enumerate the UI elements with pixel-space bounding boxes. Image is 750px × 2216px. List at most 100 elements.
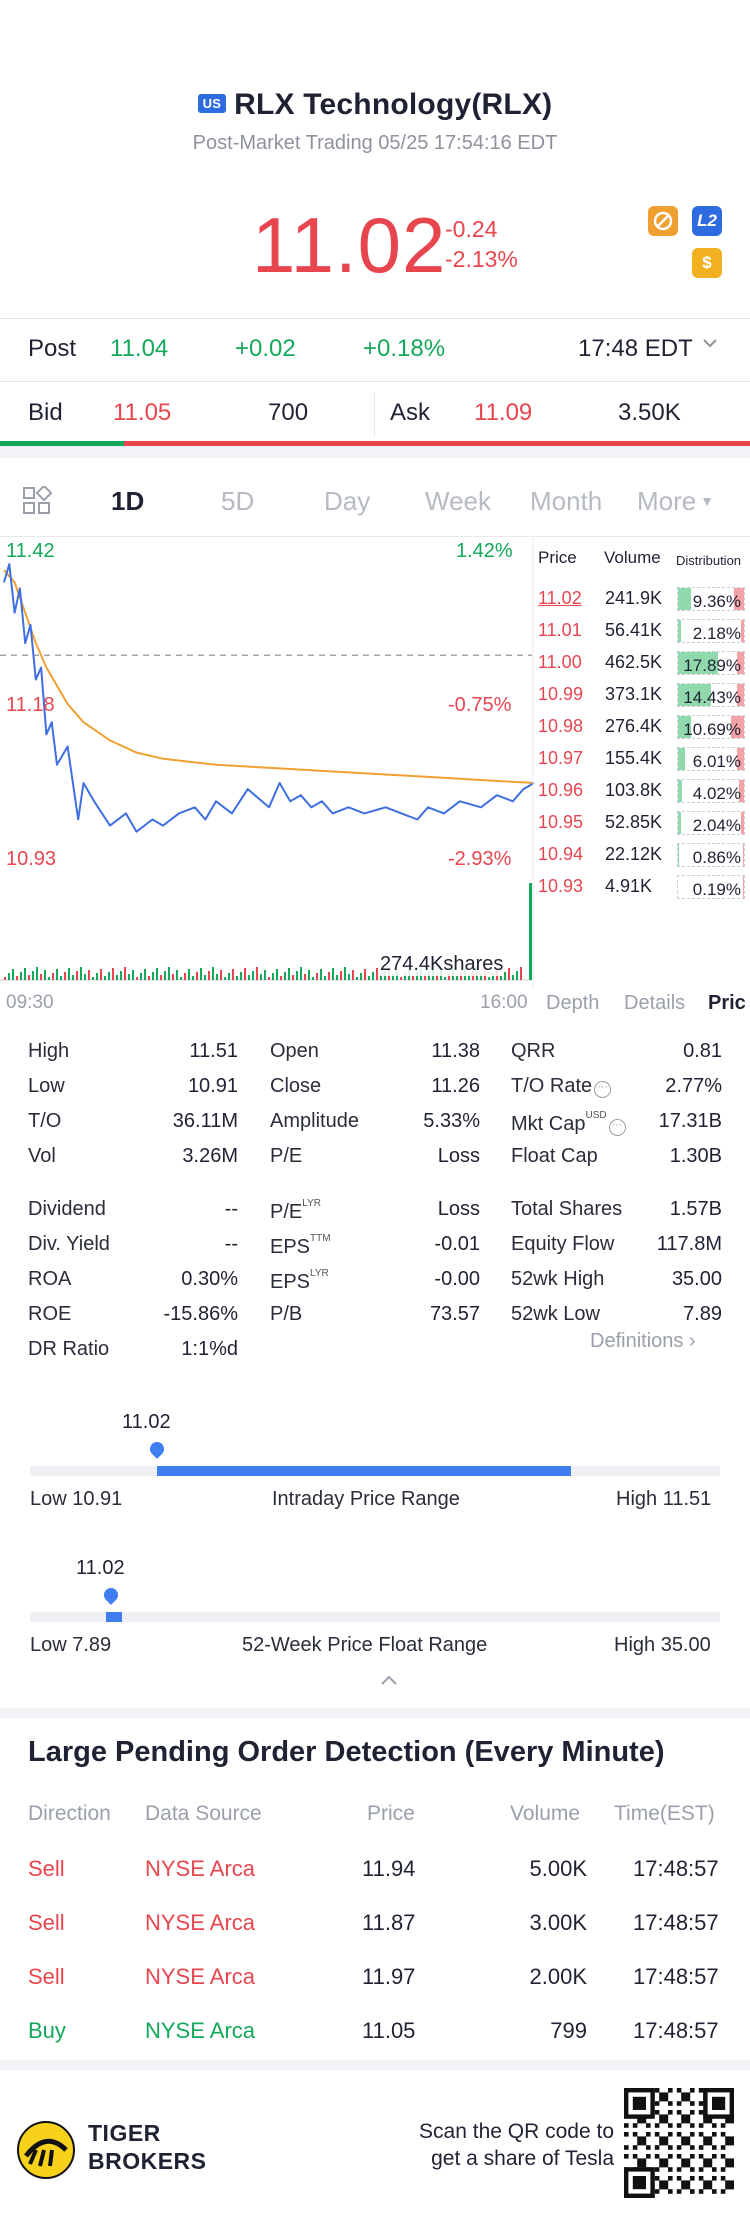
definitions-link[interactable]: Definitions › [590,1330,696,1353]
stat-p-e: P/ELYR Loss [270,1198,480,1228]
stat-label: Close [270,1075,321,1098]
volume-bar [52,973,54,980]
stat-value: 2.77% [665,1075,722,1097]
intraday-title: Intraday Price Range [272,1488,460,1510]
stat-p-b: P/B 73.57 [270,1303,480,1333]
post-change: +0.02 [235,335,296,362]
tab-depth[interactable]: Depth [546,992,600,1014]
orderbook-row: 10.97 155.4K 6.01% [535,744,750,776]
volume-bar [136,977,138,980]
stat-roa: ROA 0.30% [28,1268,238,1298]
volume-bar [492,973,494,980]
ob-buy-fill [678,716,691,738]
stat-open: Open 11.38 [270,1040,480,1070]
qr-code-icon[interactable] [624,2088,734,2198]
volume-bar [508,968,510,980]
stat-label-text: Dividend [28,1198,106,1220]
stat-float-cap: Float Cap 1.30B [511,1145,722,1175]
tab-more-label: More [637,486,697,516]
stat-label-text: P/E [270,1201,303,1223]
ask-size: 3.50K [618,399,681,426]
week52-range-track [30,1612,720,1622]
post-time: 17:48 EDT [578,335,693,362]
stat-equity-flow: Equity Flow 117.8M [511,1233,722,1263]
l2-icon[interactable]: L2 [692,206,722,236]
ob-distribution-value: 10.69% [683,720,741,739]
volume-bar [412,976,414,980]
cta-line1: Scan the QR code to [419,2120,614,2143]
volume-bar [8,973,10,980]
volume-bar [188,969,190,980]
volume-bar [112,968,114,980]
info-icon[interactable]: ⋯ [608,1119,626,1136]
dollar-icon[interactable]: $ [692,248,722,278]
tab-more[interactable]: More ▼ [637,486,714,517]
volume-bar [72,975,74,980]
stat-label: P/ELYR [270,1198,321,1224]
stat-label: Total Shares [511,1198,622,1221]
volume-bar [228,973,230,980]
stat-52wk-low: 52wk Low 7.89 [511,1303,722,1333]
stat-label: 52wk High [511,1268,604,1291]
volume-bar [224,977,226,980]
stat-value: -- [224,1198,238,1220]
post-market-row[interactable]: Post 11.04 +0.02 +0.18% 17:48 EDT [0,318,750,380]
po-volume: 5.00K [529,1856,588,1881]
volume-bar [44,970,46,980]
stat-label: ROA [28,1268,71,1291]
bid-volume-bar [0,441,124,446]
tab-details[interactable]: Details [624,992,686,1014]
collapse-icon[interactable] [377,1672,401,1693]
tab-5d[interactable]: 5D [221,486,255,516]
tab-week[interactable]: Week [425,486,491,516]
intraday-chart[interactable] [0,538,535,988]
stat-label-text: Low [28,1075,65,1097]
volume-bar [108,972,110,980]
orderbook-row: 11.01 56.41K 2.18% [535,616,750,648]
ob-price: 10.96 [538,780,584,800]
intraday-current: 11.02 [122,1411,171,1433]
cta-line2: get a share of Tesla [431,2147,614,2170]
pct-label-top: 1.42% [456,540,513,562]
tab-1d[interactable]: 1D [111,486,145,516]
tab-day[interactable]: Day [324,486,371,516]
volume-bar [416,972,418,980]
info-icon[interactable]: ⋯ [594,1081,612,1098]
stat-value: 7.89 [683,1303,722,1325]
no-short-icon[interactable] [648,206,678,236]
stat-close: Close 11.26 [270,1075,480,1105]
series-line-average [3,569,535,784]
ob-distribution-value: 14.43% [683,688,741,707]
stat-label: T/O [28,1110,61,1133]
y-label-top: 11.42 [6,540,55,562]
stat-label: Div. Yield [28,1233,110,1256]
pending-orders-title: Large Pending Order Detection (Every Min… [28,1736,665,1768]
volume-bar [208,971,210,980]
volume-bar [292,975,294,980]
stat-value: -0.01 [434,1233,480,1255]
volume-bar [276,969,278,980]
po-time: 17:48:57 [633,1964,719,1989]
section-gap [0,2060,750,2070]
post-price: 11.04 [110,335,169,362]
ob-sell-fill [734,588,744,610]
grid-icon[interactable] [22,484,53,523]
ob-distribution: 2.18% [677,619,745,643]
volume-bar [268,977,270,980]
volume-bar [316,973,318,980]
stat-label: T/O Rate ⋯ [511,1075,612,1098]
market-status: Post-Market Trading 05/25 17:54:16 EDT [192,132,558,154]
chevron-down-icon[interactable] [700,332,720,360]
volume-bar [260,974,262,980]
brand-line2: BROKERS [88,2148,207,2174]
footer-banner[interactable]: TIGER BROKERS Scan the QR code to get a … [0,2070,750,2216]
volume-bar [156,968,158,980]
stat-label-text: T/O Rate [511,1075,593,1097]
tab-price[interactable]: Pric [708,992,746,1014]
tab-month[interactable]: Month [530,486,603,516]
volume-bar [76,971,78,980]
week52-high: High 35.00 [614,1634,711,1656]
volume-bar [84,974,86,980]
intraday-low: Low 10.91 [30,1488,123,1510]
chevron-right-icon: › [688,1330,696,1352]
